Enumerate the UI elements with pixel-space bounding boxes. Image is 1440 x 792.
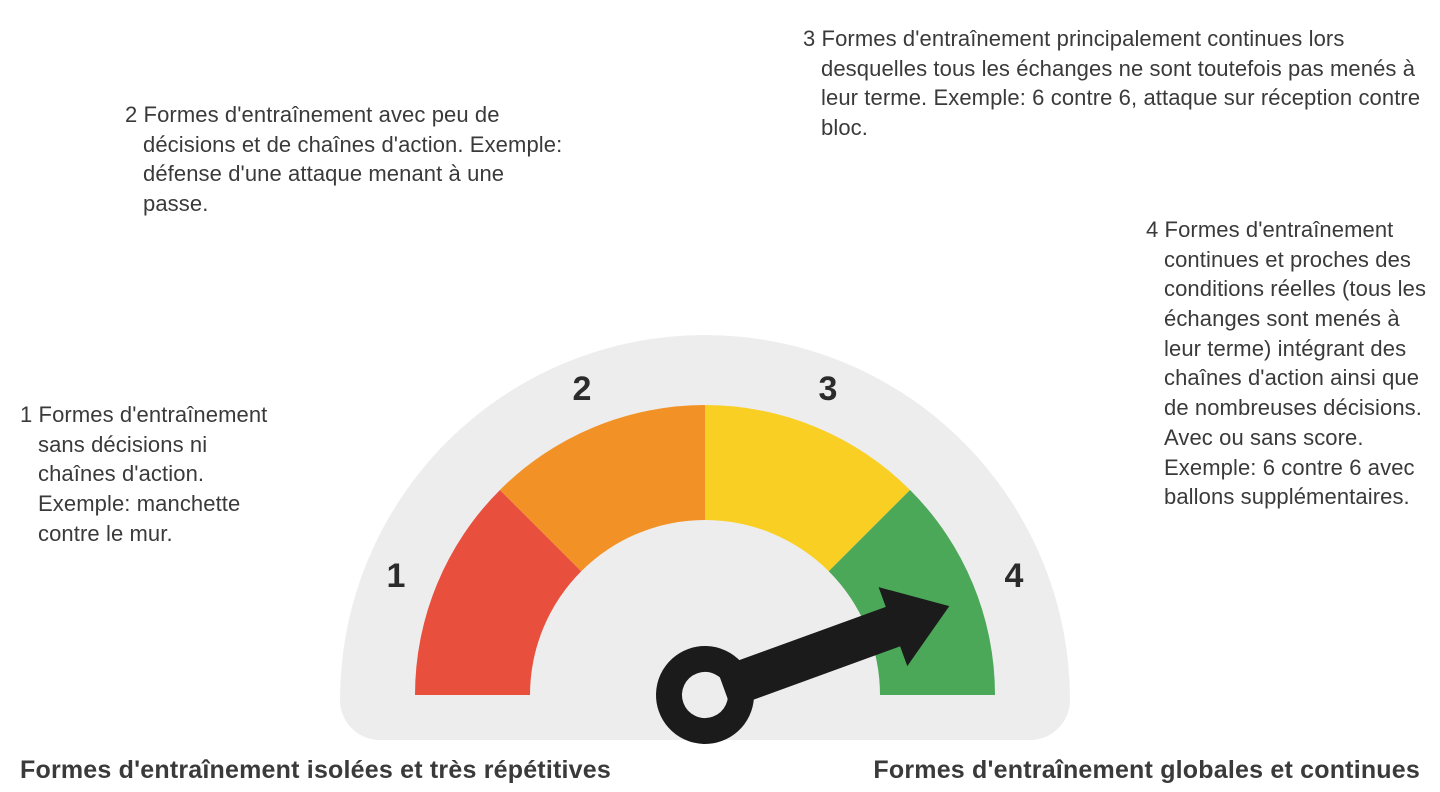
gauge-label-3: 3: [819, 370, 838, 408]
infographic-canvas: 1 2 3 4 1 Formes d'entraîne­ment sans dé…: [0, 0, 1440, 792]
description-4: 4 Formes d'entraîne­ment continues et pr…: [1146, 215, 1432, 512]
gauge-label-1: 1: [387, 557, 406, 595]
axis-label-right: Formes d'entraînement globales et contin…: [873, 756, 1420, 785]
gauge-label-2: 2: [573, 370, 592, 408]
description-1: 1 Formes d'entraîne­ment sans décisions …: [20, 400, 286, 548]
axis-label-left: Formes d'entraînement isolées et très ré…: [20, 756, 611, 785]
description-3: 3 Formes d'entraînement principalement c…: [803, 24, 1421, 143]
gauge-label-4: 4: [1005, 557, 1024, 595]
description-2: 2 Formes d'entraînement avec peu de déci…: [125, 100, 573, 219]
